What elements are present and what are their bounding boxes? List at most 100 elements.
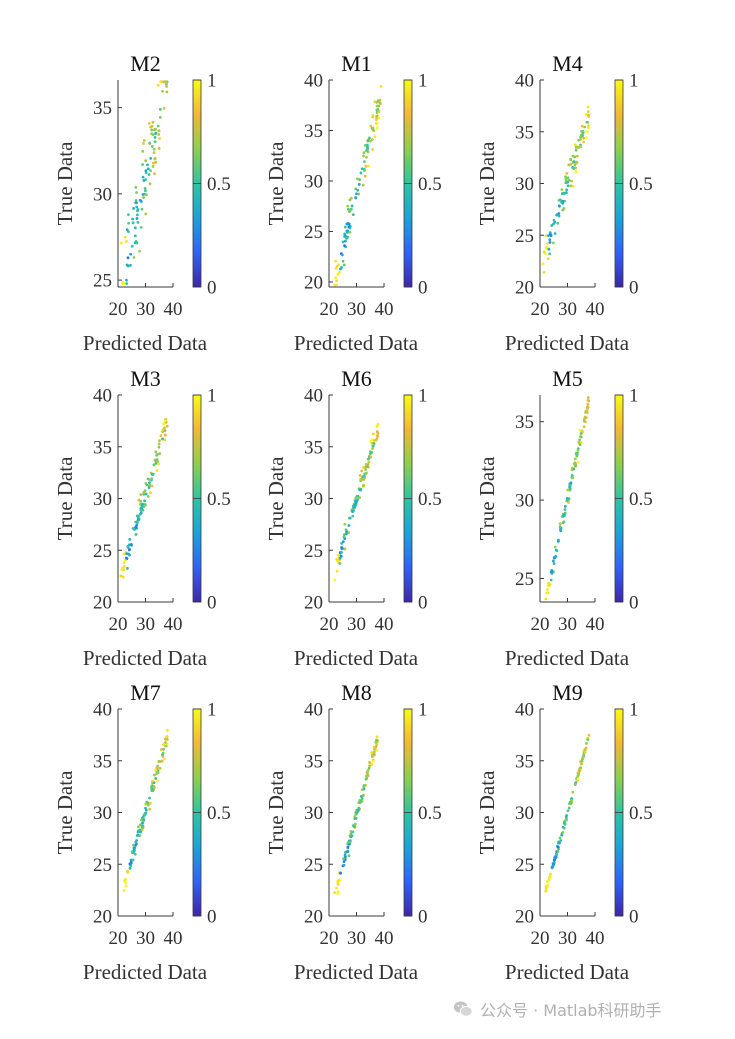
scatter-point: [159, 748, 163, 751]
scatter-point: [543, 251, 547, 255]
scatter-point: [584, 411, 587, 414]
scatter-point: [375, 743, 379, 746]
y-tick-label: 20: [304, 272, 323, 293]
scatter-point: [124, 884, 128, 888]
panel-m6: 20 25 30 35 40 20 30 40 M6 Predicted Data True Dat…: [264, 366, 442, 670]
scatter-point: [375, 436, 379, 440]
scatter-point: [139, 823, 142, 827]
scatter-point: [348, 516, 352, 520]
scatter-point: [376, 99, 380, 103]
scatter-point: [377, 116, 381, 120]
scatter-point: [133, 849, 136, 852]
y-tick-label: 20: [304, 593, 323, 614]
x-tick-label: 20: [320, 614, 339, 635]
scatter-point: [154, 777, 158, 780]
scatter-point: [574, 145, 578, 149]
scatter-point: [338, 562, 342, 565]
y-tick-label: 30: [93, 184, 112, 205]
scatter-point: [140, 207, 144, 211]
scatter-point: [562, 826, 566, 830]
scatter-point: [374, 118, 378, 121]
scatter-point: [555, 213, 559, 217]
scatter-point: [152, 773, 156, 777]
scatter-point: [148, 182, 152, 186]
scatter-point: [149, 169, 152, 173]
scatter-points: [119, 80, 169, 285]
scatter-point: [163, 426, 166, 430]
scatter-point: [581, 756, 585, 760]
colorbar-tick-label: 1: [629, 700, 639, 721]
x-tick-label: 40: [586, 299, 605, 320]
scatter-point: [120, 566, 124, 570]
y-axis-label: True Data: [264, 456, 288, 540]
scatter-point: [373, 100, 377, 104]
scatter-point: [339, 871, 342, 875]
scatter-point: [357, 192, 361, 196]
x-tick-label: 40: [375, 614, 394, 635]
chart-title: M9: [552, 680, 583, 705]
scatter-point: [573, 143, 577, 147]
scatter-point: [144, 169, 148, 173]
scatter-point: [368, 764, 371, 768]
scatter-point: [157, 462, 161, 466]
scatter-point: [163, 433, 167, 437]
scatter-point: [566, 497, 570, 501]
colorbar-tick-label: 0: [418, 907, 428, 928]
scatter-point: [585, 408, 589, 412]
scatter-point: [357, 183, 361, 186]
scatter-point: [125, 228, 129, 232]
scatter-point: [365, 143, 369, 147]
scatter-point: [564, 175, 567, 179]
scatter-point: [135, 213, 139, 217]
scatter-point: [364, 164, 368, 168]
scatter-point: [586, 402, 590, 406]
scatter-point: [365, 777, 368, 781]
scatter-point: [375, 430, 379, 433]
scatter-point: [578, 438, 581, 442]
scatter-point: [570, 179, 574, 183]
scatter-point: [157, 442, 161, 446]
scatter-point: [164, 741, 167, 744]
x-tick-label: 20: [320, 299, 339, 320]
scatter-point: [583, 125, 587, 129]
scatter-point: [165, 729, 169, 732]
scatter-point: [157, 147, 161, 150]
y-tick-label: 35: [515, 751, 534, 772]
scatter-point: [565, 191, 568, 195]
scatter-point: [133, 226, 137, 230]
scatter-point: [128, 862, 132, 866]
y-axis-label: True Data: [475, 141, 499, 225]
scatter-point: [156, 124, 160, 128]
scatter-point: [342, 863, 346, 867]
scatter-point: [153, 136, 157, 139]
scatter-point: [165, 90, 169, 94]
scatter-point: [335, 279, 338, 283]
scatter-point: [375, 748, 378, 752]
y-tick-label: 35: [93, 98, 112, 119]
scatter-point: [358, 496, 362, 499]
scatter-point: [558, 522, 562, 526]
scatter-point: [375, 738, 379, 742]
scatter-point: [558, 198, 562, 202]
scatter-point: [134, 201, 138, 205]
scatter-point: [548, 876, 552, 879]
scatter-point: [346, 845, 350, 849]
scatter-point: [147, 122, 151, 125]
colorbar-tick-label: 0: [629, 593, 639, 614]
scatter-point: [141, 502, 144, 506]
scatter-point: [121, 282, 125, 285]
scatter-point: [560, 200, 563, 204]
y-tick-label: 40: [515, 700, 534, 721]
x-tick-label: 30: [347, 614, 366, 635]
scatter-point: [355, 811, 359, 815]
scatter-point: [343, 239, 347, 243]
scatter-point: [335, 886, 338, 890]
scatter-point: [353, 504, 357, 508]
scatter-point: [336, 553, 340, 557]
scatter-point: [164, 744, 168, 748]
chart-title: M4: [552, 51, 583, 76]
scatter-point: [575, 154, 579, 158]
scatter-points: [544, 396, 591, 601]
scatter-point: [580, 762, 583, 766]
scatter-point: [154, 160, 158, 164]
